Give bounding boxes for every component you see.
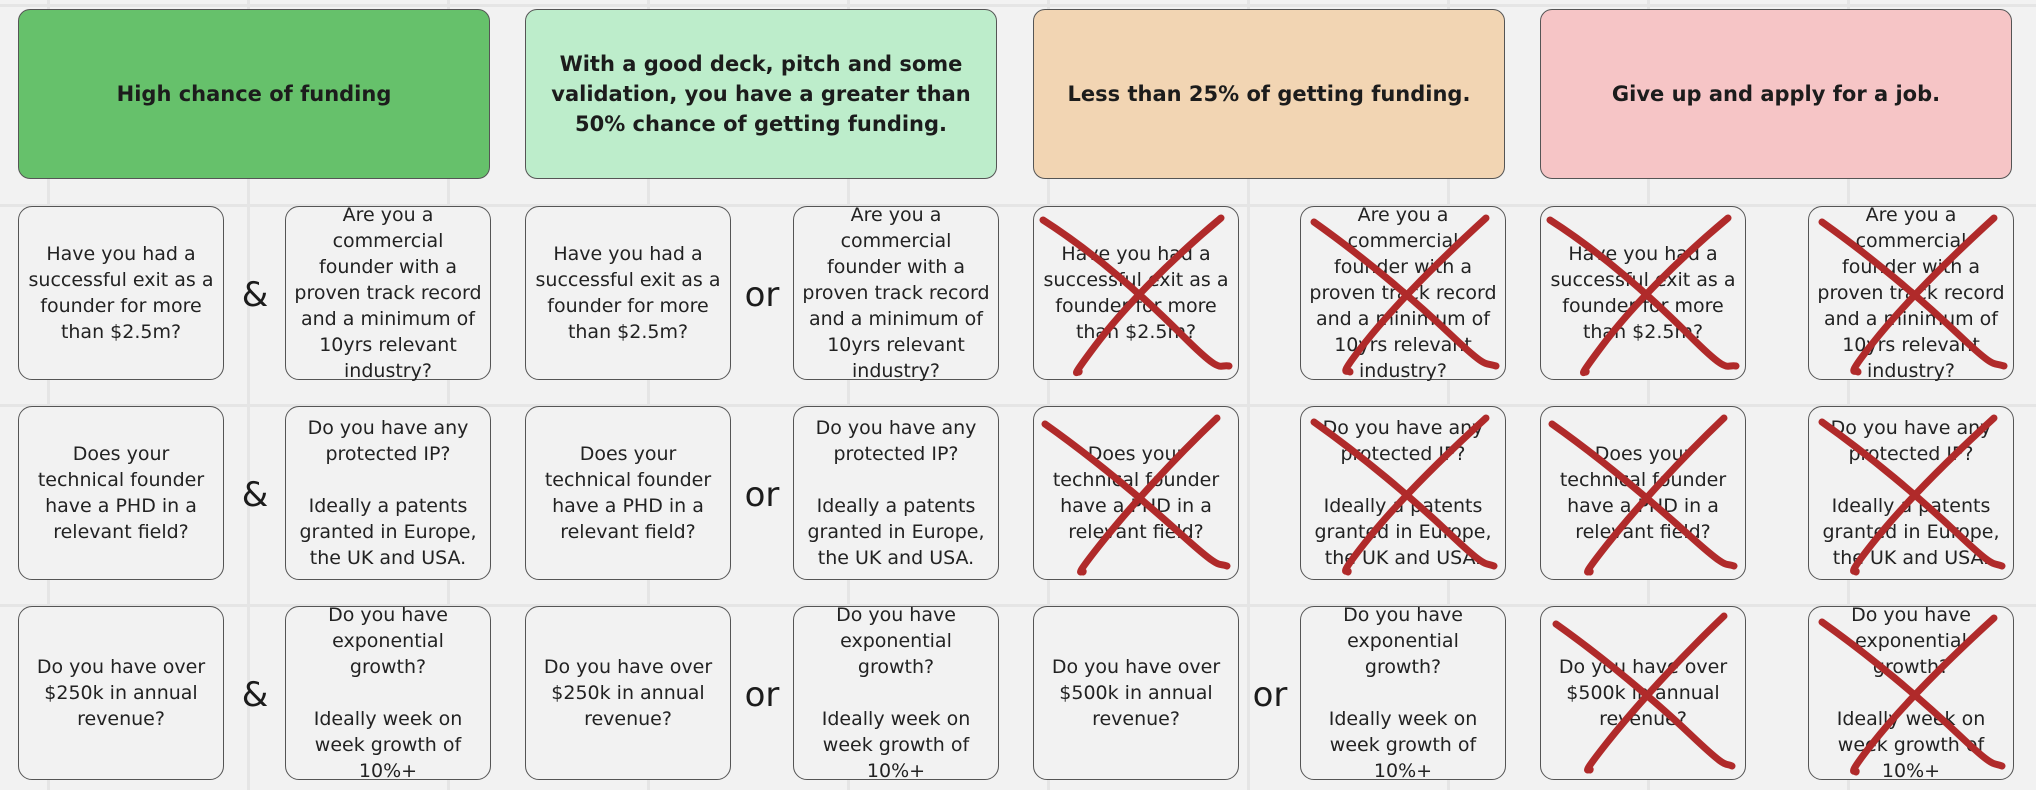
card-technical-phd: Does your technical founder have a PHD i… [18,406,224,580]
card-successful-exit: Have you had a successful exit as a foun… [525,206,731,380]
card-technical-phd: Does your technical founder have a PHD i… [1033,406,1239,580]
card-exponential-growth: Do you have exponential growth? Ideally … [1300,604,1506,782]
card-protected-ip: Do you have any protected IP? Ideally a … [1808,406,2014,580]
connector-or: or [1252,675,1288,715]
connector-and: & [241,475,269,515]
connector-and: & [241,675,269,715]
connector-or: or [744,675,780,715]
card-exponential-growth: Do you have exponential growth? Ideally … [1808,604,2014,782]
card-protected-ip: Do you have any protected IP? Ideally a … [793,406,999,580]
connector-or: or [744,275,780,315]
card-commercial-founder: Are you a commercial founder with a prov… [1808,204,2014,382]
header-less-than-25: Less than 25% of getting funding. [1033,9,1505,179]
card-successful-exit: Have you had a successful exit as a foun… [18,206,224,380]
card-technical-phd: Does your technical founder have a PHD i… [525,406,731,580]
card-exponential-growth: Do you have exponential growth? Ideally … [285,604,491,782]
card-successful-exit: Have you had a successful exit as a foun… [1540,206,1746,380]
header-greater-than-50: With a good deck, pitch and some validat… [525,9,997,179]
card-protected-ip: Do you have any protected IP? Ideally a … [1300,406,1506,580]
card-annual-revenue: Do you have over $250k in annual revenue… [18,606,224,780]
card-annual-revenue: Do you have over $500k in annual revenue… [1033,606,1239,780]
card-annual-revenue: Do you have over $250k in annual revenue… [525,606,731,780]
card-commercial-founder: Are you a commercial founder with a prov… [793,204,999,382]
card-annual-revenue: Do you have over $500k in annual revenue… [1540,606,1746,780]
card-commercial-founder: Are you a commercial founder with a prov… [285,204,491,382]
connector-and: & [241,275,269,315]
card-successful-exit: Have you had a successful exit as a foun… [1033,206,1239,380]
card-protected-ip: Do you have any protected IP? Ideally a … [285,406,491,580]
card-exponential-growth: Do you have exponential growth? Ideally … [793,604,999,782]
header-give-up: Give up and apply for a job. [1540,9,2012,179]
card-technical-phd: Does your technical founder have a PHD i… [1540,406,1746,580]
card-commercial-founder: Are you a commercial founder with a prov… [1300,204,1506,382]
connector-or: or [744,475,780,515]
header-high-chance: High chance of funding [18,9,490,179]
